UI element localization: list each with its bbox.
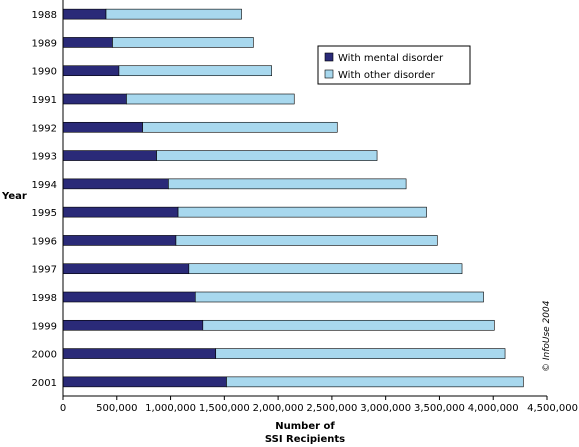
bar-mental-1996 [62, 235, 177, 246]
bar-mental-2001 [62, 376, 227, 388]
year-label-1988: 1988 [32, 10, 57, 21]
year-label-1997: 1997 [32, 265, 57, 276]
x-tick-label-4: 2,000,000 [253, 403, 304, 414]
x-ticks: 0 500,000 1,000,000 1,500,000 2,000,000 2,500… [60, 396, 578, 414]
year-label-1989: 1989 [32, 38, 57, 49]
bar-mental-1994 [62, 178, 169, 190]
x-axis-title-line1: Number of [275, 421, 335, 432]
bar-other-1995 [177, 206, 427, 218]
x-tick-label-7: 3,500,000 [414, 403, 465, 414]
legend-swatch-mental [324, 52, 334, 62]
bar-other-1997 [188, 263, 463, 275]
x-tick-label-9: 4,500,000 [527, 403, 578, 414]
bar-mental-1997 [62, 263, 190, 275]
bar-mental-1990 [62, 65, 120, 77]
legend: With mental disorder With other disorder [317, 45, 471, 85]
year-label-1994: 1994 [32, 180, 57, 191]
legend-label-mental: With mental disorder [338, 53, 444, 64]
year-label-1993: 1993 [32, 152, 57, 163]
legend-box [317, 45, 471, 85]
bar-other-1996 [175, 235, 438, 246]
x-tick-label-1: 500,000 [96, 403, 137, 414]
year-label-1998: 1998 [32, 293, 57, 304]
legend-swatch-other [324, 69, 334, 79]
bar-other-1994 [168, 178, 407, 190]
bar-other-1989 [112, 37, 254, 48]
legend-label-other: With other disorder [338, 70, 436, 81]
bar-other-1998 [194, 291, 484, 303]
x-tick-label-5: 2,500,000 [306, 403, 357, 414]
bar-mental-1995 [62, 206, 179, 218]
bar-other-2000 [215, 348, 506, 359]
year-label-1996: 1996 [32, 236, 57, 247]
bar-mental-1999 [62, 319, 204, 331]
bar-other-1992 [142, 121, 338, 133]
bar-mental-1993 [62, 150, 157, 161]
year-label-1999: 1999 [32, 321, 57, 332]
bar-mental-1989 [62, 37, 113, 48]
year-label-2001: 2001 [32, 378, 57, 389]
bar-mental-1992 [62, 121, 143, 133]
bar-other-1999 [202, 319, 495, 331]
x-axis-title-line2: SSI Recipients [265, 434, 345, 445]
bars-group [62, 8, 524, 388]
bar-other-1991 [126, 93, 295, 105]
year-label-1991: 1991 [32, 95, 57, 106]
bar-other-1988 [105, 8, 242, 20]
bar-mental-1991 [62, 93, 127, 105]
bar-mental-2000 [62, 348, 217, 359]
year-label-1990: 1990 [32, 67, 57, 78]
bar-other-1993 [156, 150, 378, 161]
x-tick-label-6: 3,000,000 [360, 403, 411, 414]
bar-mental-1988 [62, 8, 107, 20]
x-tick-label-3: 1,500,000 [199, 403, 250, 414]
bar-other-1990 [118, 65, 272, 77]
year-labels: 1988 1989 1990 1991 1992 1993 1994 1995 1996 1997… [32, 10, 57, 389]
x-tick-label-8: 4,000,000 [468, 403, 519, 414]
x-tick-label-0: 0 [60, 403, 66, 414]
y-axis-title: Year [1, 191, 27, 202]
bar-other-2001 [226, 376, 524, 388]
x-tick-label-2: 1,000,000 [145, 403, 196, 414]
year-label-2000: 2000 [32, 350, 57, 361]
year-label-1995: 1995 [32, 208, 57, 219]
bar-mental-1998 [62, 291, 196, 303]
copyright-text: © InfoUse 2004 [542, 300, 552, 372]
year-label-1992: 1992 [32, 123, 57, 134]
